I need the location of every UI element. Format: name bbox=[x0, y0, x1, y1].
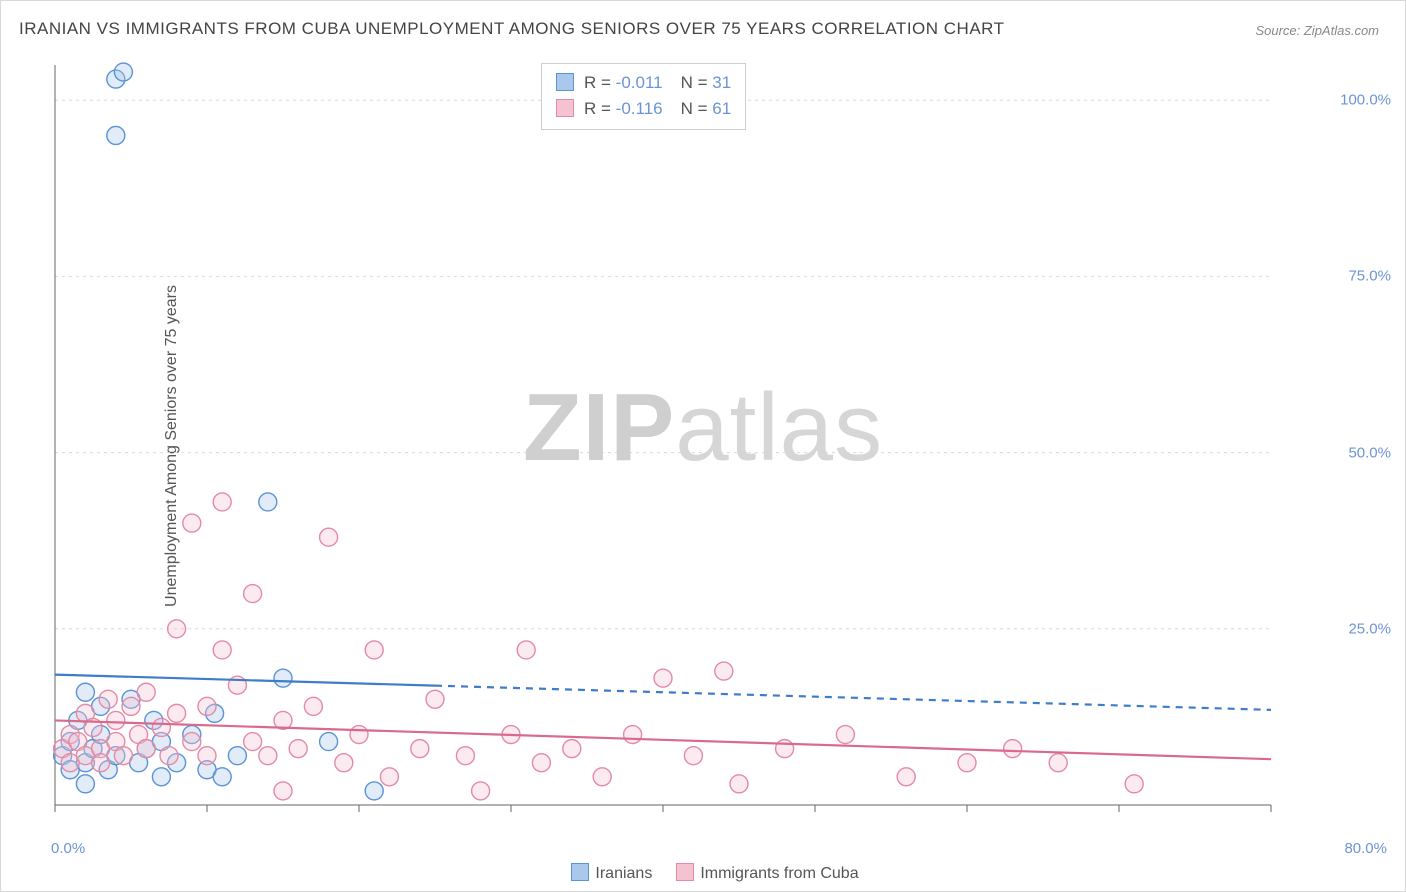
y-tick-label: 50.0% bbox=[1348, 444, 1391, 461]
plot-area bbox=[51, 61, 1341, 841]
n-value: 61 bbox=[712, 99, 731, 118]
legend-swatch bbox=[556, 99, 574, 117]
legend-swatch bbox=[556, 73, 574, 91]
source-attribution: Source: ZipAtlas.com bbox=[1255, 23, 1379, 38]
legend-label: Immigrants from Cuba bbox=[700, 865, 858, 882]
y-tick-label: 100.0% bbox=[1340, 92, 1391, 109]
chart-title: IRANIAN VS IMMIGRANTS FROM CUBA UNEMPLOY… bbox=[19, 19, 1005, 39]
series-legend: Iranians Immigrants from Cuba bbox=[1, 863, 1405, 883]
n-value: 31 bbox=[712, 73, 731, 92]
stats-row: R = -0.116 N = 61 bbox=[556, 96, 731, 122]
legend-label: Iranians bbox=[595, 865, 652, 882]
r-value: -0.011 bbox=[616, 73, 663, 92]
scatter-svg bbox=[51, 61, 1341, 841]
r-label: R = bbox=[584, 73, 616, 92]
stats-legend-box: R = -0.011 N = 31 R = -0.116 N = 61 bbox=[541, 63, 746, 130]
legend-swatch bbox=[571, 863, 589, 881]
x-axis-origin-label: 0.0% bbox=[51, 840, 85, 857]
r-value: -0.116 bbox=[616, 99, 663, 118]
y-tick-label: 25.0% bbox=[1348, 620, 1391, 637]
chart-frame: IRANIAN VS IMMIGRANTS FROM CUBA UNEMPLOY… bbox=[0, 0, 1406, 892]
x-axis-max-label: 80.0% bbox=[1344, 840, 1387, 857]
legend-swatch bbox=[676, 863, 694, 881]
stats-row: R = -0.011 N = 31 bbox=[556, 70, 731, 96]
r-label: R = bbox=[584, 99, 616, 118]
n-label: N = bbox=[681, 99, 713, 118]
n-label: N = bbox=[681, 73, 713, 92]
y-tick-label: 75.0% bbox=[1348, 268, 1391, 285]
